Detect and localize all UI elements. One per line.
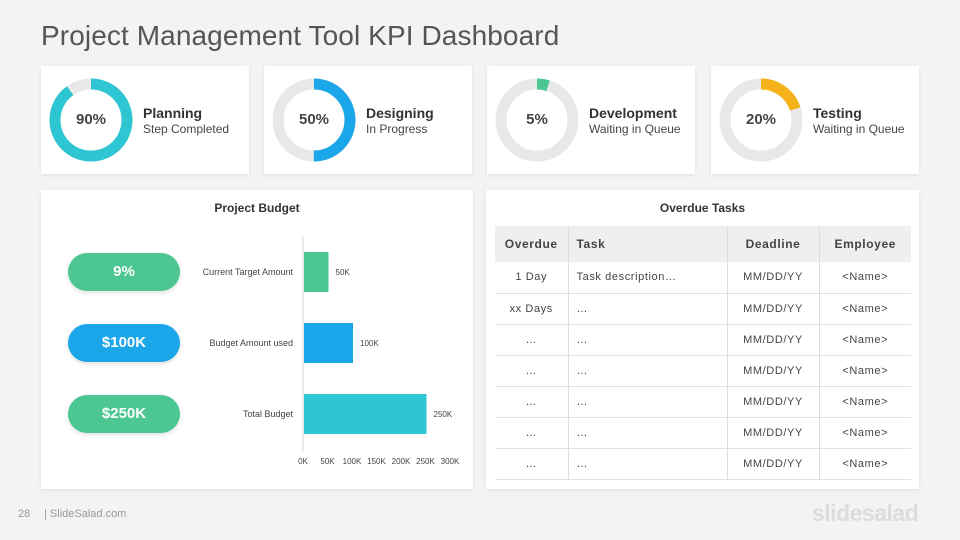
cell-deadline: MM/DD/YY [727,448,820,480]
project-budget-panel: Project Budget 9% $100K $250K Current Ta… [41,190,473,489]
footer-site: | SlideSalad.com [44,508,127,520]
cell-employee: <Name> [819,355,911,387]
x-tick-label: 100K [343,457,362,466]
cell-employee: <Name> [819,293,911,325]
table-row: …… MM/DD/YY <Name> [495,386,911,418]
page-title: Project Management Tool KPI Dashboard [41,20,560,51]
page-number: 28 [18,508,31,520]
kpi-name: Development [589,105,677,121]
progress-ring-fill [719,78,803,162]
kpi-card-planning: 90% Planning Step Completed [41,66,249,174]
overdue-title: Overdue Tasks [659,201,746,215]
x-tick-label: 150K [367,457,386,466]
kpi-percent: 20% [745,111,777,128]
kpi-status: In Progress [366,122,428,136]
kpi-status: Step Completed [143,122,230,136]
category-label: Total Budget [243,409,294,419]
category-label: Current Target Amount [203,267,294,277]
cell-deadline: MM/DD/YY [727,355,820,387]
table-row: …… MM/DD/YY <Name> [495,448,911,480]
cell-employee: <Name> [819,448,911,480]
cell-task: … [568,448,728,480]
table-header-row: Overdue Task Deadline Employee [495,226,911,262]
cell-task: … [568,355,728,387]
cell-overdue: … [495,324,569,356]
progress-ring-graphic [719,78,803,162]
table-row: …… MM/DD/YY <Name> [495,417,911,449]
cell-task: … [568,386,728,418]
kpi-status: Waiting in Queue [813,122,905,136]
cell-deadline: MM/DD/YY [727,386,820,418]
progress-ring [495,78,579,162]
header-overdue: Overdue [495,226,569,262]
cell-task: … [568,417,728,449]
progress-ring-fill [495,78,579,162]
x-tick-label: 250K [416,457,435,466]
kpi-percent: 50% [298,111,330,128]
table-row: …… MM/DD/YY <Name> [495,355,911,387]
progress-ring [49,78,133,162]
cell-employee: <Name> [819,417,911,449]
kpi-percent: 5% [526,111,548,128]
kpi-name: Testing [813,105,862,121]
kpi-status: Waiting in Queue [589,122,681,136]
overdue-table: Overdue Task Deadline Employee 1 Day Task… [495,226,911,480]
overdue-tasks-panel: Overdue Tasks Overdue Task Deadline Empl… [486,190,919,489]
kpi-percent: 90% [75,111,107,128]
cell-task: Task description… [568,262,728,294]
cell-employee: <Name> [819,386,911,418]
x-tick-label: 50K [320,457,335,466]
cell-deadline: MM/DD/YY [727,417,820,449]
category-label: Budget Amount used [209,338,293,348]
cell-employee: <Name> [819,262,911,294]
bar [304,323,353,363]
table-row: …… MM/DD/YY <Name> [495,324,911,356]
cell-overdue: 1 Day [495,262,569,294]
cell-task: … [568,324,728,356]
budget-title: Project Budget [214,201,300,215]
table-row: xx Days… MM/DD/YY <Name> [495,293,911,325]
x-tick-label: 300K [441,457,460,466]
budget-bar-chart: Current Target Amount 50K Budget Amount us… [203,236,460,466]
cell-overdue: … [495,448,569,480]
progress-ring [719,78,803,162]
x-tick-label: 0K [298,457,308,466]
header-deadline: Deadline [727,226,820,262]
progress-ring-fill [49,78,133,162]
cell-deadline: MM/DD/YY [727,324,820,356]
brand-logo: slidesalad [812,500,919,526]
cell-overdue: xx Days [495,293,569,325]
data-label: 250K [434,410,453,419]
header-employee: Employee [819,226,911,262]
budget-pill-target: 9% [68,253,180,291]
x-tick-label: 200K [392,457,411,466]
cell-overdue: … [495,417,569,449]
kpi-card-development: 5% Development Waiting in Queue [487,66,695,174]
cell-overdue: … [495,386,569,418]
kpi-name: Designing [366,105,434,121]
progress-ring-graphic [272,78,356,162]
kpi-name: Planning [143,105,203,121]
progress-ring-graphic [49,78,133,162]
header-task: Task [568,226,728,262]
cell-task: … [568,293,728,325]
data-label: 50K [336,268,351,277]
cell-employee: <Name> [819,324,911,356]
bar [304,252,329,292]
budget-pill-total: $250K [68,395,180,433]
progress-ring [272,78,356,162]
cell-deadline: MM/DD/YY [727,262,820,294]
progress-ring-fill [272,78,356,162]
data-label: 100K [360,339,379,348]
kpi-card-designing: 50% Designing In Progress [264,66,472,174]
progress-ring-graphic [495,78,579,162]
table-row: 1 Day Task description… MM/DD/YY <Name> [495,262,911,294]
cell-deadline: MM/DD/YY [727,293,820,325]
bar [304,394,427,434]
kpi-card-testing: 20% Testing Waiting in Queue [711,66,919,174]
cell-overdue: … [495,355,569,387]
budget-pill-used: $100K [68,324,180,362]
